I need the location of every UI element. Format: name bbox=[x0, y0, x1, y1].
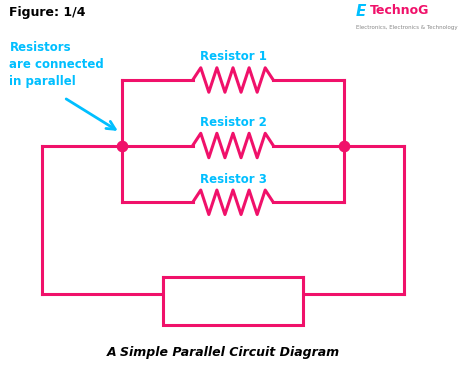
Text: Power Source: Power Source bbox=[185, 294, 281, 307]
FancyBboxPatch shape bbox=[163, 276, 303, 325]
Point bbox=[340, 142, 347, 148]
Text: Electronics, Electronics & Technology: Electronics, Electronics & Technology bbox=[356, 25, 457, 30]
Text: A Simple Parallel Circuit Diagram: A Simple Parallel Circuit Diagram bbox=[106, 346, 339, 359]
Text: Resistor 3: Resistor 3 bbox=[200, 173, 266, 186]
Text: TechnoG: TechnoG bbox=[370, 4, 429, 16]
Text: Figure: 1/4: Figure: 1/4 bbox=[9, 6, 86, 19]
Text: Resistor 1: Resistor 1 bbox=[200, 50, 266, 64]
Text: Resistors
are connected
in parallel: Resistors are connected in parallel bbox=[9, 41, 104, 88]
Point bbox=[118, 142, 126, 148]
Text: Resistor 2: Resistor 2 bbox=[200, 116, 266, 129]
Text: E: E bbox=[356, 4, 366, 19]
